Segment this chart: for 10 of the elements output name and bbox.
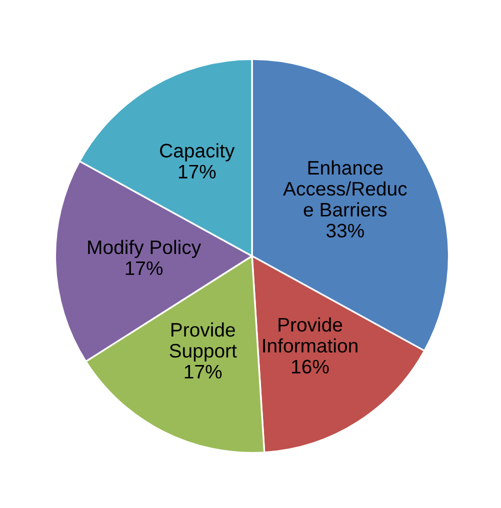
- slice-label: Enhance Access/Reduc e Barriers: [283, 160, 407, 217]
- data-label: 17%: [178, 164, 216, 178]
- data-label: 33%: [326, 224, 364, 238]
- slice-label: Capacity: [160, 143, 235, 162]
- data-label: 17%: [184, 364, 222, 379]
- slice-label: Provide Support: [170, 322, 237, 362]
- data-label: 16%: [292, 360, 329, 374]
- data-label: 17%: [126, 261, 163, 276]
- slice-label: Modify Policy: [88, 240, 202, 258]
- slice-label: Provide Information: [263, 317, 358, 353]
